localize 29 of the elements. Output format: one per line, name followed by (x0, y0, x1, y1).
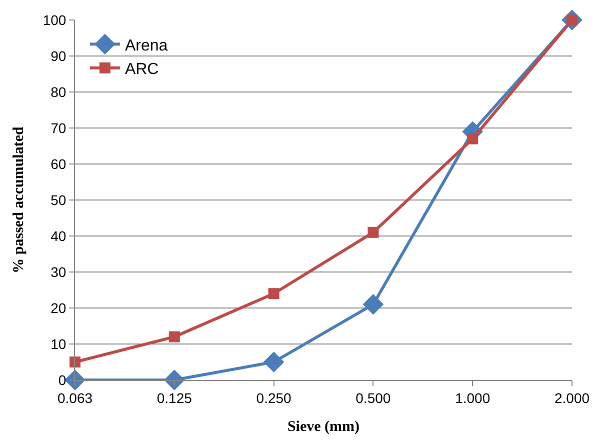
y-tick-label: 50 (50, 192, 66, 208)
y-tick-label: 70 (50, 120, 66, 136)
y-tick-label: 20 (50, 300, 66, 316)
y-axis-title: % passed accumulated (11, 126, 28, 274)
y-tick-label: 90 (50, 48, 66, 64)
point (268, 288, 280, 300)
point (168, 331, 180, 342)
y-tick-label: 10 (50, 336, 66, 352)
point (164, 370, 185, 390)
x-tick-label: 0.250 (256, 390, 292, 406)
y-tick-label: 30 (50, 264, 66, 280)
x-tick-label: 0.500 (356, 390, 391, 406)
x-axis-title: Sieve (mm) (287, 418, 360, 435)
x-tick-label: 1.000 (455, 390, 490, 406)
point (263, 352, 284, 372)
x-tick-label: 2.000 (554, 390, 590, 406)
legend-label: ARC (124, 61, 159, 78)
y-tick-label: 80 (50, 84, 66, 100)
point (362, 294, 384, 315)
y-tick-label: 0 (58, 372, 66, 388)
point (368, 226, 379, 238)
x-tick-label: 0.125 (156, 390, 192, 406)
point (467, 133, 478, 144)
legend-label: Arena (124, 37, 168, 54)
y-tick-label: 40 (50, 228, 66, 244)
x-tick-label: 0.063 (57, 390, 93, 406)
y-tick-label: 60 (50, 156, 66, 172)
point (70, 356, 80, 368)
y-tick-label: 100 (42, 12, 66, 28)
